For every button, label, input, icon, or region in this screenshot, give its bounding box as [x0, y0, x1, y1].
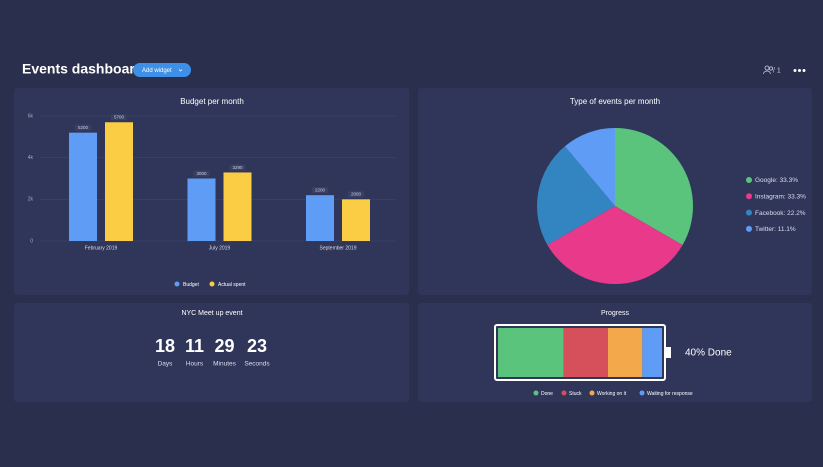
legend-label: Budget — [183, 282, 199, 288]
legend-label: Google: 33.3% — [755, 177, 798, 184]
legend-dot — [746, 209, 752, 216]
page-title: Events dashboard — [22, 61, 143, 77]
countdown-unit: Hours — [186, 361, 204, 368]
users-icon[interactable] — [763, 65, 774, 75]
legend-label: Done — [541, 391, 553, 397]
bar — [306, 195, 334, 241]
y-tick-label: 2k — [28, 197, 34, 203]
value-label: 5700 — [114, 115, 125, 120]
users-count[interactable]: / 1 — [773, 67, 781, 74]
value-label-box — [229, 164, 246, 171]
widget-title: Budget per month — [180, 97, 244, 106]
value-label-box — [193, 170, 210, 177]
more-menu[interactable] — [793, 69, 806, 72]
add-widget-label[interactable]: Add widget — [142, 68, 172, 74]
value-label: 2200 — [315, 188, 326, 193]
legend-dot — [589, 390, 595, 396]
value-label: 3000 — [196, 171, 207, 176]
progress-segment — [498, 328, 564, 377]
bar — [105, 122, 133, 241]
legend-dot — [746, 225, 752, 232]
value-label-box — [75, 124, 91, 131]
x-tick-label: February 2019 — [85, 245, 118, 251]
y-tick-label: 0 — [30, 238, 33, 244]
legend-label: Facebook: 22.2% — [755, 210, 806, 217]
legend-label: Working on it — [597, 391, 627, 397]
countdown-number: 23 — [247, 336, 267, 356]
bar — [223, 172, 252, 241]
widget-title: Type of events per month — [570, 97, 660, 106]
x-tick-label: July 2019 — [209, 245, 231, 251]
y-tick-label: 4k — [28, 155, 34, 161]
countdown-unit: Seconds — [244, 361, 270, 368]
widget-card — [14, 303, 409, 402]
value-label: 2000 — [351, 192, 362, 197]
pie-slice — [564, 128, 615, 206]
y-tick-label: 6k — [28, 113, 34, 119]
value-label: 5200 — [78, 125, 89, 130]
progress-segment — [563, 328, 608, 377]
battery-outline — [494, 324, 666, 381]
x-tick-label: September 2019 — [320, 245, 357, 251]
legend-dot — [533, 390, 539, 396]
legend-dot — [209, 281, 215, 287]
legend-dot — [746, 177, 752, 183]
legend-dot — [174, 281, 180, 287]
pie-slice — [537, 146, 615, 245]
progress-segment — [642, 328, 662, 377]
countdown-unit: Days — [158, 361, 174, 368]
countdown-number: 11 — [185, 336, 204, 356]
legend-dot — [561, 390, 567, 396]
countdown-number: 29 — [214, 336, 234, 356]
value-label-box — [312, 187, 328, 194]
widget-title: NYC Meet up event — [181, 310, 242, 317]
legend-label: Actual spent — [218, 282, 246, 288]
bar — [342, 199, 370, 241]
widget-title: Progress — [601, 310, 630, 317]
legend-dot — [639, 390, 645, 396]
legend-dot — [746, 193, 752, 200]
value-label-box — [111, 114, 127, 121]
value-label-box — [348, 191, 364, 198]
battery-knob — [666, 347, 671, 358]
value-label: 3290 — [232, 165, 243, 170]
legend-label: Twitter: 11.1% — [755, 226, 796, 233]
add-widget-button[interactable] — [133, 63, 191, 77]
legend-label: Stuck — [569, 391, 582, 397]
legend-label: Waiting for response — [647, 391, 693, 397]
legend-label: Instagram: 33.3% — [755, 194, 806, 201]
pie-slice — [615, 128, 693, 245]
countdown-unit: Minutes — [213, 361, 237, 368]
bar — [187, 178, 216, 241]
progress-segment — [607, 328, 643, 377]
progress-label: 40% Done — [685, 348, 732, 359]
chevron — [178, 69, 183, 72]
countdown-number: 18 — [155, 336, 175, 356]
bar — [69, 132, 97, 241]
pie-slice — [547, 206, 683, 284]
